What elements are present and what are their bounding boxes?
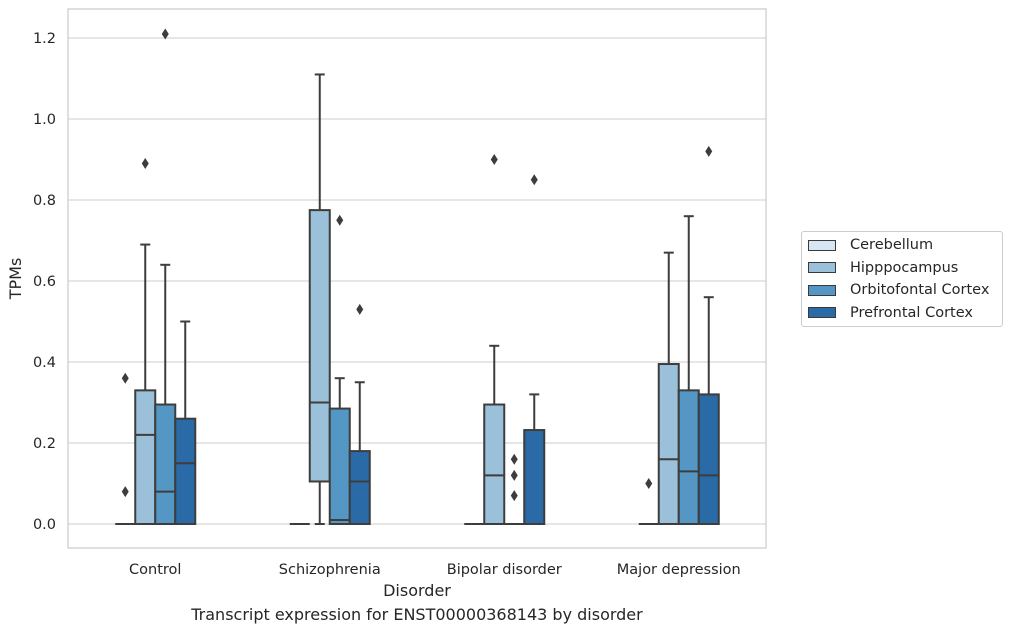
y-tick-label: 0.8 (33, 193, 56, 209)
box-group (638, 478, 659, 525)
box-group (657, 251, 680, 525)
legend-label: Orbitofontal Cortex (850, 282, 990, 298)
box (348, 450, 371, 526)
box (134, 389, 157, 525)
legend: Cerebellum Hipppocampus Orbitofontal Corte… (801, 231, 1003, 327)
y-tick-label: 0.6 (33, 274, 56, 290)
outlier-point (356, 303, 364, 315)
y-tick-label: 0.0 (33, 517, 56, 533)
box-group (504, 453, 525, 525)
box (657, 363, 680, 525)
x-tick-label: Schizophrenia (279, 562, 381, 578)
legend-label: Prefrontal Cortex (850, 304, 973, 321)
outlier-point (490, 154, 498, 165)
outlier-point (141, 158, 149, 170)
x-tick-labels: Control Schizophrenia Bipolar disorder Majo… (129, 562, 741, 578)
plot-frame (67, 8, 767, 549)
legend-swatch (808, 239, 836, 251)
y-tick-label: 0.4 (33, 355, 56, 371)
x-tick-label: Bipolar disorder (447, 562, 562, 578)
legend-item: Orbitofontal Cortex (808, 280, 989, 300)
legend-swatch (808, 284, 836, 296)
box (697, 393, 720, 525)
box-group (134, 158, 157, 525)
box (483, 403, 506, 525)
y-tick-labels: 0.0 0.2 0.4 0.6 0.8 1.0 1.2 (33, 31, 56, 533)
outlier-point (336, 214, 344, 226)
legend-item: Hipppocampus (808, 258, 958, 278)
outlier-point (510, 469, 518, 481)
y-tick-label: 0.2 (33, 436, 56, 452)
outlier-point (121, 486, 129, 498)
outlier-point (161, 28, 169, 40)
y-tick-label: 1.0 (33, 112, 56, 128)
box-group (697, 145, 720, 525)
box-group (348, 303, 371, 526)
box-group (677, 215, 700, 525)
box (308, 209, 331, 483)
legend-label: Hipppocampus (850, 259, 959, 276)
box (677, 389, 700, 525)
box (154, 403, 177, 525)
box-group (483, 154, 506, 525)
legend-label: Cerebellum (850, 237, 934, 253)
box-group (115, 372, 136, 525)
outlier-point (510, 453, 518, 465)
box-group (328, 214, 351, 526)
outlier-point (645, 478, 653, 489)
legend-item: Cerebellum (808, 235, 933, 255)
box-group (174, 320, 197, 526)
box (328, 407, 351, 526)
box (174, 417, 197, 526)
box (523, 429, 546, 526)
x-axis-label: Disorder (383, 581, 451, 600)
x-tick-label: Major depression (617, 562, 741, 578)
figure-caption: Transcript expression for ENST0000036814… (191, 605, 643, 624)
y-tick-label: 1.2 (33, 31, 56, 47)
outlier-point (530, 174, 538, 186)
box-group (523, 174, 546, 526)
outlier-point (510, 490, 518, 502)
legend-item: Prefrontal Cortex (808, 303, 973, 323)
x-tick-label: Control (129, 562, 181, 578)
legend-swatch (808, 262, 836, 273)
y-axis-label: TPMs (6, 258, 25, 301)
outlier-point (705, 145, 713, 157)
box-group (154, 28, 177, 525)
box-group (308, 73, 331, 525)
boxes (115, 28, 720, 526)
box-plot-chart: 0.0 0.2 0.4 0.6 0.8 1.0 1.2 Control Schizophren… (6, 8, 767, 600)
outlier-point (121, 372, 129, 384)
legend-swatch (808, 307, 836, 318)
